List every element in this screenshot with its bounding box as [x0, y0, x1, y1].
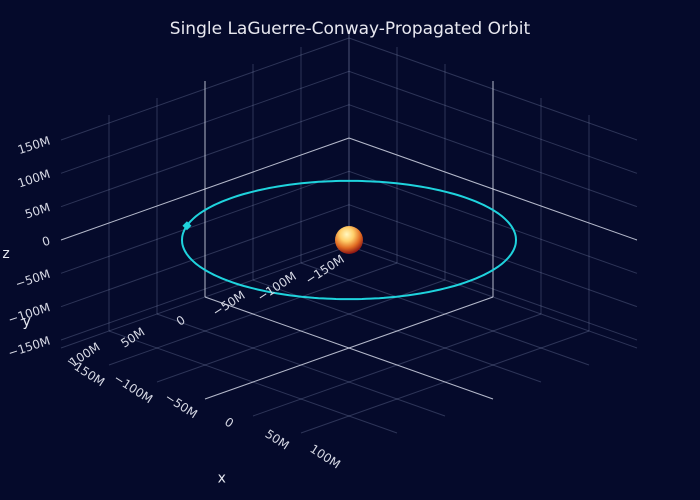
x-axis-title: x	[218, 471, 226, 487]
zero-line	[60, 137, 350, 241]
central-body-sphere[interactable]	[335, 226, 363, 254]
chart-title: Single LaGuerre-Conway-Propagated Orbit	[169, 19, 531, 39]
y-tick-label: 0	[174, 313, 188, 329]
zero-line	[348, 137, 638, 241]
y-tick-label: −150M	[303, 252, 347, 287]
tick-labels: −150M −100M −50M050M100Mx−150M−100M−50M050…	[2, 134, 346, 487]
x-tick-label: 100M	[307, 442, 343, 472]
zero-line	[204, 296, 494, 400]
x-tick-label: 0	[222, 415, 236, 431]
x-tick-label: 50M	[263, 427, 292, 453]
z-axis-title: z	[2, 246, 9, 262]
z-tick-label: −150M	[6, 334, 52, 361]
orbit-line[interactable]	[180, 179, 518, 301]
x-tick-label: −100M	[111, 371, 155, 406]
y-tick-label: −100M	[255, 269, 299, 304]
z-tick-label: 50M	[23, 200, 52, 221]
spacecraft-marker[interactable]	[182, 221, 192, 231]
z-tick-label: 150M	[16, 134, 52, 158]
orbit-layer	[180, 179, 518, 301]
y-axis-title: y	[22, 314, 30, 330]
axis-lines	[60, 81, 638, 400]
x-tick-label: −50M	[162, 390, 200, 421]
z-tick-label: 0	[40, 234, 52, 250]
z-tick-label: 100M	[16, 167, 52, 191]
y-tick-label: 50M	[118, 325, 147, 351]
z-tick-label: −50M	[14, 267, 52, 291]
